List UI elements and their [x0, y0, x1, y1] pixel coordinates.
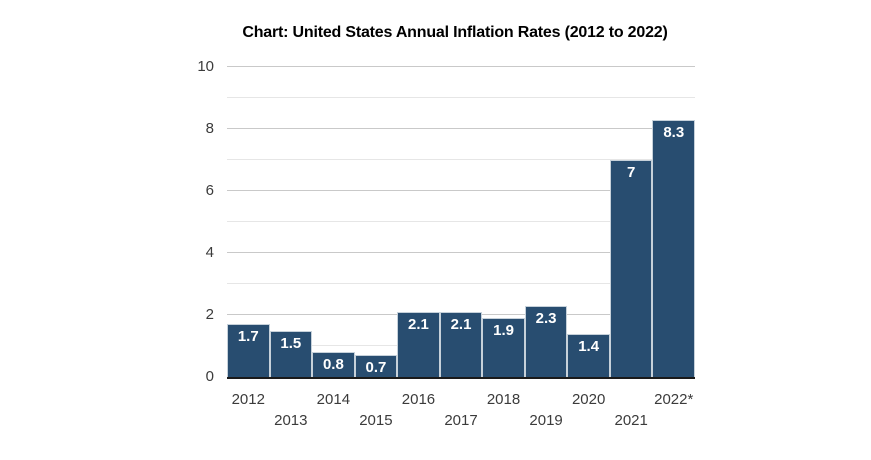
y-tick-label-4: 4 — [205, 244, 214, 261]
y-tick-label-6: 6 — [205, 182, 214, 199]
bar-value-label: 0.8 — [322, 356, 344, 374]
x-tick-label-2018: 2018 — [486, 391, 521, 408]
minor-gridline-5 — [227, 221, 695, 222]
bar-2015: 0.7 — [354, 355, 398, 377]
bars-layer: 1.7 1.5 0.8 0.7 2.1 2.1 1.9 2.3 1.4 7 8.3 — [227, 67, 696, 377]
y-tick-label-2: 2 — [205, 306, 214, 323]
bar-2014: 0.8 — [312, 352, 355, 377]
bar-value-label: 7 — [627, 164, 636, 181]
x-tick-label-2012: 2012 — [231, 391, 265, 408]
minor-gridline-3 — [227, 283, 695, 284]
x-axis-line — [227, 377, 695, 379]
x-tick-label-2014: 2014 — [316, 391, 351, 408]
y-tick-label-0: 0 — [205, 368, 214, 385]
bar-2019: 2.3 — [524, 305, 568, 377]
x-tick-label-2021: 2021 — [614, 412, 648, 429]
major-gridline-10 — [227, 66, 695, 67]
bar-2013: 1.5 — [269, 330, 313, 377]
y-tick-label-8: 8 — [205, 120, 214, 137]
minor-gridline-7 — [227, 159, 695, 160]
major-gridline-4 — [227, 252, 695, 253]
bar-2016: 2.1 — [397, 311, 440, 377]
bar-value-label: 1.7 — [237, 328, 259, 346]
x-tick-label-2017: 2017 — [444, 412, 478, 429]
x-tick-label-2020: 2020 — [571, 391, 606, 408]
bar-2021: 7 — [609, 160, 653, 377]
major-gridline-6 — [227, 190, 695, 191]
major-gridline-8 — [227, 128, 695, 129]
bar-2012: 1.7 — [227, 324, 270, 377]
bar-value-label: 2.3 — [535, 309, 557, 327]
bar-value-label: 2.1 — [450, 315, 472, 333]
x-tick-label-2019: 2019 — [529, 412, 563, 429]
x-tick-label-2015: 2015 — [359, 412, 393, 429]
bar-2020: 1.4 — [567, 333, 610, 377]
minor-gridline-9 — [227, 97, 695, 98]
bar-value-label: 1.4 — [578, 337, 600, 355]
bar-2017: 2.1 — [439, 311, 483, 377]
plot-area: 1.7 1.5 0.8 0.7 2.1 2.1 1.9 2.3 1.4 7 8.3 — [227, 66, 696, 379]
bar-value-label: 8.3 — [663, 123, 685, 141]
x-tick-label-2013: 2013 — [274, 412, 308, 429]
x-tick-label-2022: 2022* — [654, 391, 694, 408]
bar-2022: 8.3 — [652, 119, 696, 377]
chart-title: Chart: United States Annual Inflation Ra… — [242, 24, 668, 41]
bar-2018: 1.9 — [482, 318, 525, 377]
y-tick-label-10: 10 — [197, 58, 214, 75]
bar-value-label: 0.7 — [365, 359, 387, 377]
x-tick-label-2016: 2016 — [401, 391, 436, 408]
bar-value-label: 1.5 — [280, 334, 302, 352]
bar-value-label: 1.9 — [493, 322, 514, 340]
bar-value-label: 2.1 — [408, 315, 429, 333]
